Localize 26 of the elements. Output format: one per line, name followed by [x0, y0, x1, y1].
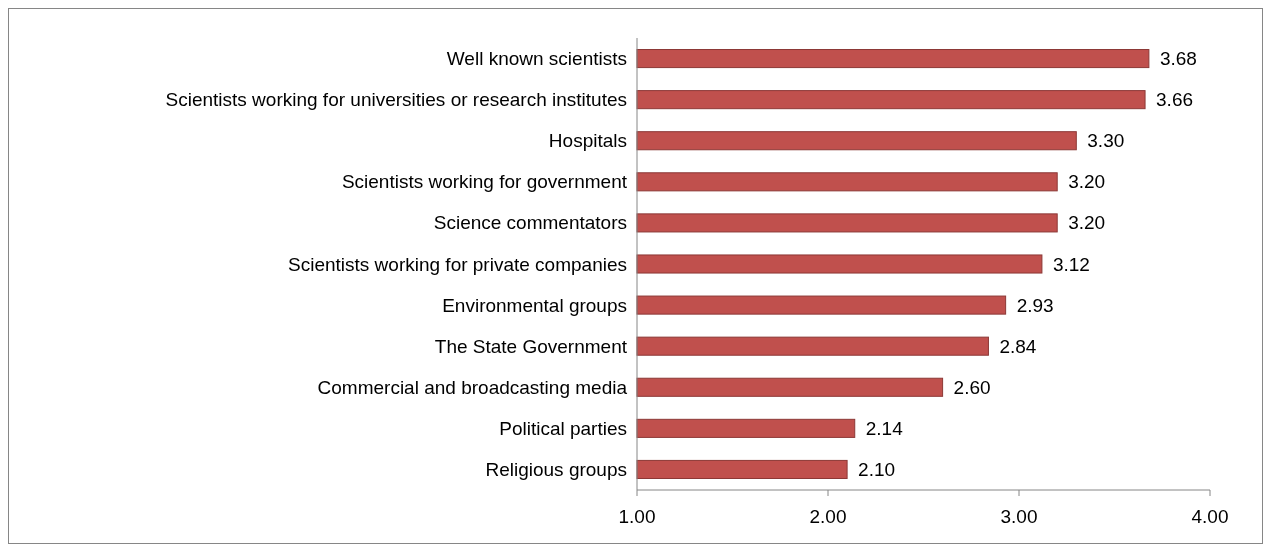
data-label: 2.93	[1016, 294, 1054, 316]
x-tick-label: 3.00	[1000, 506, 1038, 527]
data-label: 2.10	[858, 458, 896, 480]
y-tick-label: Religious groups	[485, 458, 627, 480]
data-label: 3.20	[1068, 171, 1106, 193]
y-tick-label: Hospitals	[548, 130, 627, 152]
y-tick-label: Scientists working for universities or research institutes	[165, 89, 627, 111]
x-tick-label: 1.00	[618, 506, 656, 527]
y-tick-label: Political parties	[499, 417, 627, 439]
data-label: 3.12	[1052, 253, 1090, 275]
y-tick-label: Environmental groups	[442, 294, 627, 316]
y-tick-label: Science commentators	[433, 212, 627, 234]
y-tick-label: Scientists working for private companies	[288, 253, 627, 275]
x-tick-label: 2.00	[809, 506, 847, 527]
data-label: 3.66	[1156, 89, 1194, 111]
y-tick-label: The State Government	[434, 335, 628, 357]
data-label: 3.20	[1068, 212, 1106, 234]
data-label: 3.30	[1087, 130, 1125, 152]
y-tick-label: Commercial and broadcasting media	[317, 376, 628, 398]
x-tick-label: 4.00	[1191, 506, 1229, 527]
data-label: 2.84	[999, 335, 1037, 357]
data-label: 2.14	[865, 417, 904, 439]
data-label: 3.68	[1159, 48, 1197, 70]
y-tick-label: Well known scientists	[446, 48, 627, 70]
y-tick-label: Scientists working for government	[341, 171, 628, 193]
data-label: 2.60	[953, 376, 991, 398]
